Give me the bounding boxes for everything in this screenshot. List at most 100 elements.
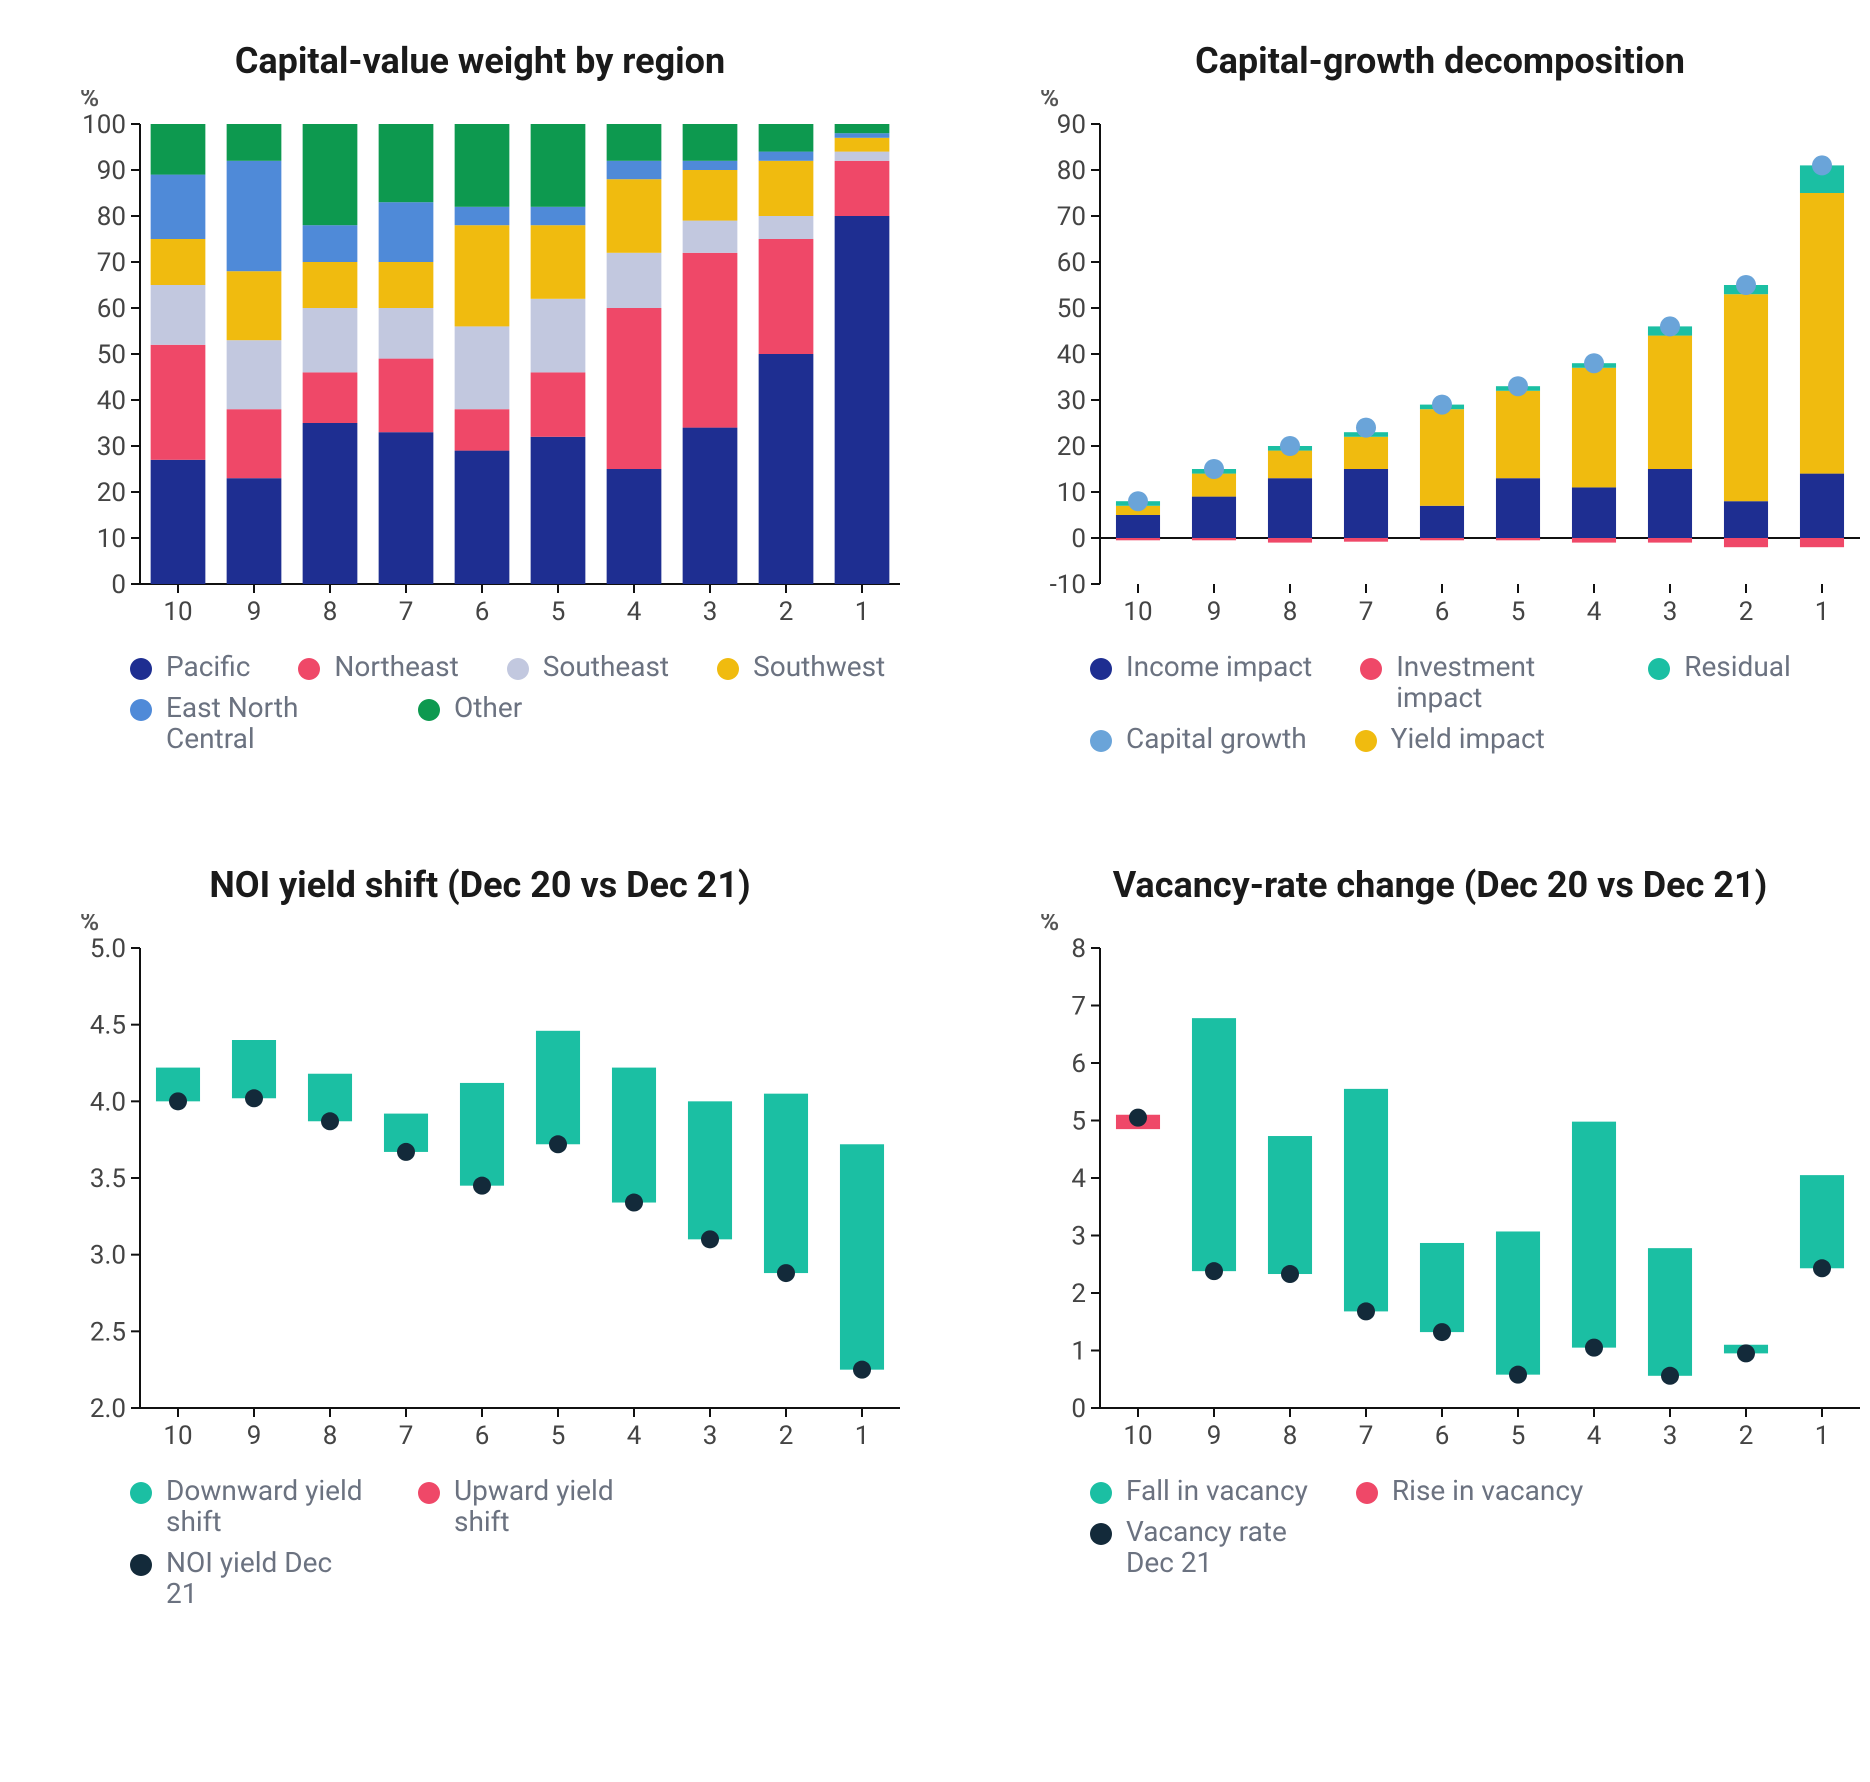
- svg-text:2.5: 2.5: [90, 1318, 126, 1348]
- svg-text:5: 5: [1071, 1107, 1086, 1137]
- svg-text:4: 4: [1587, 597, 1602, 627]
- legend-item: Investment impact: [1360, 652, 1600, 714]
- legend-item: Downward yield shift: [130, 1476, 370, 1538]
- legend-item: Residual: [1648, 652, 1791, 714]
- svg-text:9: 9: [1207, 597, 1222, 627]
- chart2-plot: %-10010203040506070809010987654321: [1000, 90, 1870, 630]
- svg-text:6: 6: [1435, 1421, 1450, 1451]
- svg-text:5: 5: [1511, 597, 1526, 627]
- legend-label: Northeast: [334, 652, 458, 683]
- chart3-plot: %2.02.53.03.54.04.55.010987654321: [40, 914, 920, 1454]
- panel-vacancy: Vacancy-rate change (Dec 20 vs Dec 21) %…: [1000, 864, 1870, 1609]
- legend-label: Southwest: [753, 652, 885, 683]
- legend-item: NOI yield Dec 21: [130, 1548, 370, 1610]
- svg-text:8: 8: [323, 597, 338, 627]
- svg-text:1: 1: [1815, 1421, 1830, 1451]
- svg-text:10: 10: [1123, 597, 1152, 627]
- svg-text:90: 90: [1057, 110, 1086, 140]
- chart3-legend: Downward yield shiftUpward yield shiftNO…: [40, 1476, 920, 1609]
- svg-text:1: 1: [1815, 597, 1830, 627]
- svg-text:%: %: [1040, 914, 1059, 937]
- svg-text:4: 4: [1587, 1421, 1602, 1451]
- svg-text:8: 8: [1071, 934, 1086, 964]
- legend-label: Capital growth: [1126, 724, 1307, 755]
- legend-item: Fall in vacancy: [1090, 1476, 1308, 1507]
- svg-text:10: 10: [1057, 478, 1086, 508]
- svg-text:0: 0: [1071, 1394, 1086, 1424]
- legend-label: Residual: [1684, 652, 1791, 683]
- legend-label: Investment impact: [1396, 652, 1600, 714]
- legend-item: Income impact: [1090, 652, 1312, 714]
- svg-text:2: 2: [779, 597, 794, 627]
- legend-item: East North Central: [130, 693, 370, 755]
- legend-swatch: [1360, 658, 1382, 680]
- legend-swatch: [1090, 658, 1112, 680]
- legend-item: Southeast: [507, 652, 669, 683]
- legend-label: Downward yield shift: [166, 1476, 370, 1538]
- svg-text:70: 70: [97, 248, 126, 278]
- svg-text:8: 8: [323, 1421, 338, 1451]
- svg-text:3: 3: [703, 1421, 718, 1451]
- legend-swatch: [1090, 1523, 1112, 1545]
- legend-swatch: [298, 658, 320, 680]
- svg-text:4: 4: [627, 1421, 642, 1451]
- svg-text:6: 6: [475, 1421, 490, 1451]
- svg-text:10: 10: [97, 524, 126, 554]
- legend-label: Yield impact: [1391, 724, 1545, 755]
- svg-text:-10: -10: [1050, 570, 1086, 600]
- panel-capital-weight: Capital-value weight by region %01020304…: [40, 40, 920, 754]
- legend-item: Rise in vacancy: [1356, 1476, 1583, 1507]
- svg-text:0: 0: [111, 570, 126, 600]
- legend-label: East North Central: [166, 693, 370, 755]
- svg-text:2: 2: [1739, 1421, 1754, 1451]
- svg-text:7: 7: [1071, 992, 1086, 1022]
- svg-text:3: 3: [1071, 1222, 1086, 1252]
- svg-text:6: 6: [1435, 597, 1450, 627]
- svg-text:80: 80: [97, 202, 126, 232]
- svg-text:50: 50: [1057, 294, 1086, 324]
- svg-text:8: 8: [1283, 597, 1298, 627]
- chart1-legend: Pacific Northeast Southeast Southwest East N…: [40, 652, 920, 754]
- svg-text:40: 40: [97, 386, 126, 416]
- legend-label: Rise in vacancy: [1392, 1476, 1583, 1507]
- chart4-legend: Fall in vacancy Rise in vacancy Vacancy ra…: [1000, 1476, 1870, 1578]
- panel-noi-yield: NOI yield shift (Dec 20 vs Dec 21) %2.02…: [40, 864, 920, 1609]
- svg-text:7: 7: [399, 1421, 414, 1451]
- legend-swatch: [130, 699, 152, 721]
- svg-text:60: 60: [97, 294, 126, 324]
- svg-text:1: 1: [855, 597, 870, 627]
- legend-label: Pacific: [166, 652, 250, 683]
- chart4-plot: %01234567810987654321: [1000, 914, 1870, 1454]
- svg-text:4.0: 4.0: [90, 1088, 126, 1118]
- legend-item: Yield impact: [1355, 724, 1545, 755]
- svg-text:10: 10: [163, 597, 192, 627]
- chart1-plot: %010203040506070809010010987654321: [40, 90, 920, 630]
- dashboard-grid: Capital-value weight by region %01020304…: [0, 0, 1870, 1690]
- svg-text:7: 7: [399, 597, 414, 627]
- legend-item: Capital growth: [1090, 724, 1307, 755]
- svg-text:5.0: 5.0: [90, 934, 126, 964]
- chart3-title: NOI yield shift (Dec 20 vs Dec 21): [40, 864, 920, 906]
- svg-text:40: 40: [1057, 340, 1086, 370]
- legend-item: Southwest: [717, 652, 885, 683]
- svg-text:2: 2: [1071, 1279, 1086, 1309]
- legend-label: Other: [454, 693, 522, 724]
- chart2-title: Capital-growth decomposition: [1000, 40, 1870, 82]
- svg-text:2.0: 2.0: [90, 1394, 126, 1424]
- legend-swatch: [418, 1482, 440, 1504]
- svg-text:20: 20: [1057, 432, 1086, 462]
- legend-swatch: [130, 658, 152, 680]
- legend-label: Vacancy rate Dec 21: [1126, 1517, 1330, 1579]
- svg-text:10: 10: [1123, 1421, 1152, 1451]
- legend-swatch: [717, 658, 739, 680]
- legend-swatch: [418, 699, 440, 721]
- svg-text:0: 0: [1071, 524, 1086, 554]
- svg-text:9: 9: [247, 1421, 262, 1451]
- svg-text:6: 6: [475, 597, 490, 627]
- svg-text:2: 2: [779, 1421, 794, 1451]
- svg-text:7: 7: [1359, 1421, 1374, 1451]
- legend-swatch: [1356, 1482, 1378, 1504]
- svg-text:7: 7: [1359, 597, 1374, 627]
- legend-item: Other: [418, 693, 522, 755]
- svg-text:5: 5: [551, 1421, 566, 1451]
